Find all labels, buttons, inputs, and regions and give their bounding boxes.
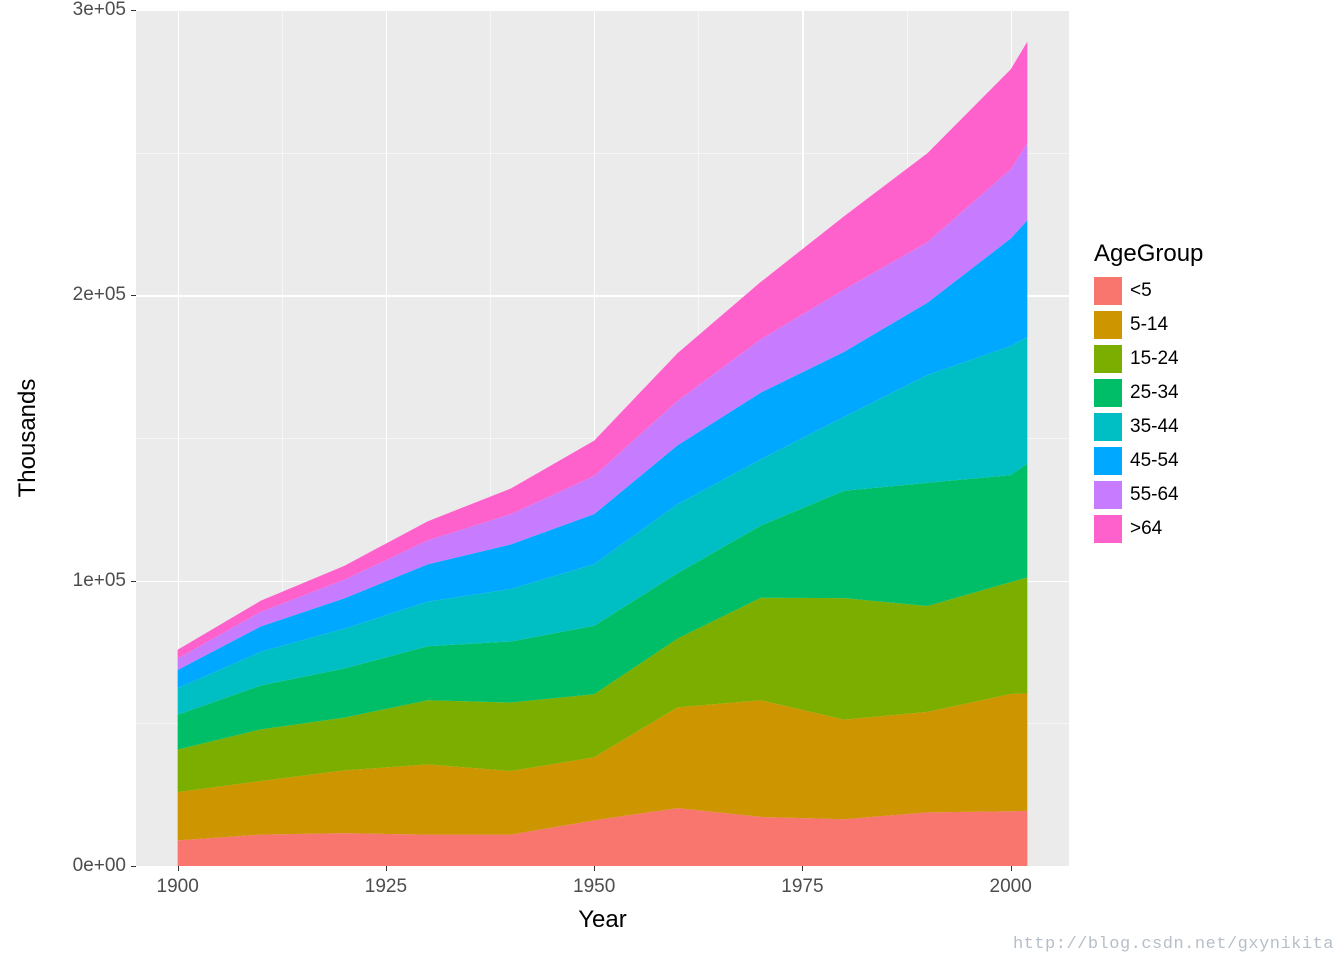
legend-swatch <box>1094 345 1122 373</box>
legend-swatch <box>1094 481 1122 509</box>
x-axis-title: Year <box>578 906 627 934</box>
legend-item: 5-14 <box>1094 308 1203 342</box>
legend-label: <5 <box>1130 280 1152 302</box>
legend-item: 45-54 <box>1094 444 1203 478</box>
y-tick-label: 2e+05 <box>64 284 126 306</box>
legend-item: 25-34 <box>1094 376 1203 410</box>
legend-label: 55-64 <box>1130 484 1179 506</box>
legend-swatch <box>1094 413 1122 441</box>
x-tick <box>594 866 595 871</box>
y-tick <box>131 10 136 11</box>
legend-swatch <box>1094 515 1122 543</box>
legend-swatch <box>1094 311 1122 339</box>
legend-label: >64 <box>1130 518 1162 540</box>
legend-swatch <box>1094 277 1122 305</box>
y-axis-title: Thousands <box>14 379 42 498</box>
legend-item: <5 <box>1094 274 1203 308</box>
y-tick-label: 0e+00 <box>64 855 126 877</box>
legend-label: 45-54 <box>1130 450 1179 472</box>
x-tick-label: 1950 <box>573 876 615 898</box>
legend-item: 15-24 <box>1094 342 1203 376</box>
legend-label: 35-44 <box>1130 416 1179 438</box>
legend-item: 55-64 <box>1094 478 1203 512</box>
x-tick-label: 1900 <box>157 876 199 898</box>
y-tick <box>131 866 136 867</box>
x-tick-label: 1975 <box>781 876 823 898</box>
watermark-text: http://blog.csdn.net/gxynikita <box>1013 935 1334 954</box>
x-tick <box>802 866 803 871</box>
y-tick <box>131 581 136 582</box>
chart-container: Thousands Year AgeGroup <5 5-14 15-24 25-34… <box>0 0 1344 960</box>
y-tick-label: 1e+05 <box>64 570 126 592</box>
legend-title: AgeGroup <box>1094 240 1203 268</box>
legend-label: 25-34 <box>1130 382 1179 404</box>
legend-label: 5-14 <box>1130 314 1168 336</box>
legend-swatch <box>1094 379 1122 407</box>
x-tick-label: 1925 <box>365 876 407 898</box>
y-tick-label: 3e+05 <box>64 0 126 21</box>
x-tick <box>1011 866 1012 871</box>
legend-item: 35-44 <box>1094 410 1203 444</box>
legend-label: 15-24 <box>1130 348 1179 370</box>
y-tick <box>131 295 136 296</box>
x-tick <box>386 866 387 871</box>
legend: AgeGroup <5 5-14 15-24 25-34 35-44 45-54 55-64… <box>1094 240 1203 546</box>
legend-swatch <box>1094 447 1122 475</box>
x-tick <box>178 866 179 871</box>
legend-item: >64 <box>1094 512 1203 546</box>
x-tick-label: 2000 <box>990 876 1032 898</box>
